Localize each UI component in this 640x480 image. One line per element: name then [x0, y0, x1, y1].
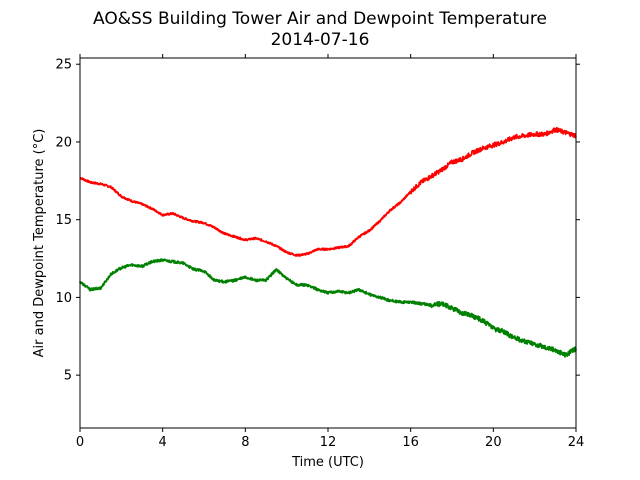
x-axis-label: Time (UTC): [291, 455, 364, 470]
x-tick-label: 20: [485, 435, 502, 450]
y-tick-label: 5: [64, 369, 72, 384]
y-tick-label: 25: [55, 58, 72, 73]
y-axis-label: Air and Dewpoint Temperature (°C): [32, 129, 47, 358]
chart-title: AO&SS Building Tower Air and Dewpoint Te…: [93, 9, 547, 29]
series-layer: [79, 126, 577, 358]
series-line-2: [79, 258, 577, 358]
x-tick-label: 12: [320, 435, 337, 450]
x-axis: 0 4 8 12 16 20 24: [76, 54, 584, 450]
x-tick-label: 24: [568, 435, 585, 450]
x-tick-label: 16: [402, 435, 419, 450]
x-tick-label: 8: [241, 435, 249, 450]
y-tick-label: 10: [55, 291, 72, 306]
chart-subtitle: 2014-07-16: [271, 30, 370, 50]
y-axis: 5 10 15 20 25: [55, 58, 580, 384]
series-line-1: [79, 126, 577, 257]
x-tick-label: 0: [76, 435, 84, 450]
y-tick-label: 20: [55, 135, 72, 150]
y-tick-label: 15: [55, 213, 72, 228]
x-tick-label: 4: [159, 435, 167, 450]
